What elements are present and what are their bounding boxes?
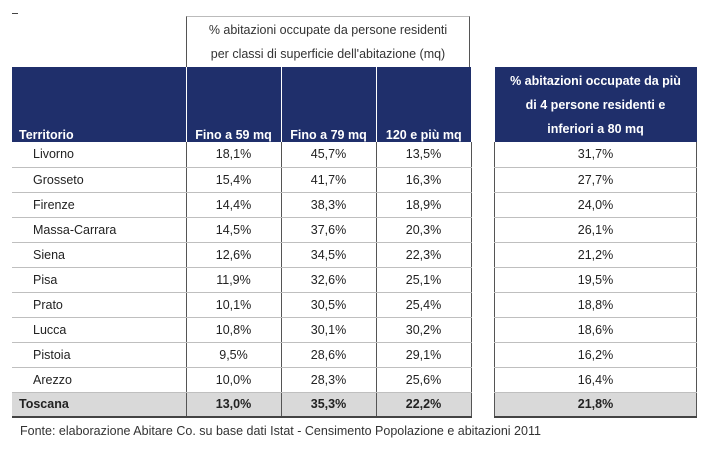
cell-fino59: 14,4% (186, 192, 282, 218)
cell-fino79: 28,3% (281, 367, 377, 393)
group-header-line2: per classi di superficie dell'abitazione… (210, 47, 446, 61)
header-row: Territorio Fino a 59 mq Fino a 79 mq 120… (12, 67, 471, 142)
cell-side: 18,8% (494, 292, 697, 318)
cell-fino79: 30,5% (281, 292, 377, 318)
cell-fino59: 18,1% (186, 142, 282, 168)
cell-fino79: 37,6% (281, 217, 377, 243)
side-table: % abitazioni occupate da più di 4 person… (494, 67, 697, 418)
cell-territorio: Prato (12, 292, 187, 318)
side-table-row: 16,2% (494, 342, 697, 368)
source-note: Fonte: elaborazione Abitare Co. su base … (20, 424, 541, 438)
cell-side: 31,7% (494, 142, 697, 168)
group-header: % abitazioni occupate da persone residen… (186, 16, 470, 67)
column-header-territorio: Territorio (12, 67, 187, 142)
cell-side: 27,7% (494, 167, 697, 193)
cell-fino79: 45,7% (281, 142, 377, 168)
total-cell-side: 21,8% (494, 391, 697, 418)
cell-territorio: Lucca (12, 317, 187, 343)
cell-territorio: Arezzo (12, 367, 187, 393)
side-table-row: 21,2% (494, 242, 697, 268)
side-table-row: 24,0% (494, 192, 697, 218)
cell-over120: 30,2% (376, 317, 472, 343)
cell-territorio: Livorno (12, 142, 187, 168)
cell-territorio: Firenze (12, 192, 187, 218)
cell-fino59: 10,8% (186, 317, 282, 343)
side-column-header: % abitazioni occupate da più di 4 person… (494, 67, 697, 142)
table-row: Prato 10,1% 30,5% 25,4% (12, 292, 472, 318)
side-header-row: % abitazioni occupate da più di 4 person… (494, 67, 697, 142)
cell-fino79: 32,6% (281, 267, 377, 293)
cell-side: 18,6% (494, 317, 697, 343)
cell-fino59: 9,5% (186, 342, 282, 368)
cell-over120: 22,3% (376, 242, 472, 268)
cell-side: 16,4% (494, 367, 697, 393)
cell-over120: 25,1% (376, 267, 472, 293)
cell-fino59: 12,6% (186, 242, 282, 268)
table-row: Arezzo 10,0% 28,3% 25,6% (12, 367, 472, 393)
corner-mark (12, 13, 18, 14)
cell-fino79: 38,3% (281, 192, 377, 218)
total-cell-territorio: Toscana (12, 391, 187, 418)
cell-over120: 20,3% (376, 217, 472, 243)
group-header-line1: % abitazioni occupate da persone residen… (208, 23, 448, 37)
cell-territorio: Pistoia (12, 342, 187, 368)
cell-fino79: 30,1% (281, 317, 377, 343)
total-row: Toscana 13,0% 35,3% 22,2% (12, 391, 472, 418)
cell-fino59: 10,1% (186, 292, 282, 318)
column-header-over120: 120 e più mq (376, 67, 471, 142)
column-header-fino59: Fino a 59 mq (186, 67, 282, 142)
cell-territorio: Pisa (12, 267, 187, 293)
table-row: Massa-Carrara 14,5% 37,6% 20,3% (12, 217, 472, 243)
cell-fino59: 14,5% (186, 217, 282, 243)
cell-over120: 25,6% (376, 367, 472, 393)
side-table-row: 26,1% (494, 217, 697, 243)
side-table-row: 16,4% (494, 367, 697, 393)
side-table-row: 18,8% (494, 292, 697, 318)
cell-territorio: Massa-Carrara (12, 217, 187, 243)
table-row: Lucca 10,8% 30,1% 30,2% (12, 317, 472, 343)
cell-side: 21,2% (494, 242, 697, 268)
cell-over120: 29,1% (376, 342, 472, 368)
cell-side: 19,5% (494, 267, 697, 293)
table-row: Grosseto 15,4% 41,7% 16,3% (12, 167, 472, 193)
table-row: Firenze 14,4% 38,3% 18,9% (12, 192, 472, 218)
table-row: Siena 12,6% 34,5% 22,3% (12, 242, 472, 268)
main-table: Territorio Fino a 59 mq Fino a 79 mq 120… (12, 67, 472, 418)
total-cell-over120: 22,2% (376, 391, 472, 418)
side-table-row: 31,7% (494, 142, 697, 168)
side-table-row: 18,6% (494, 317, 697, 343)
cell-over120: 13,5% (376, 142, 472, 168)
total-cell-fino79: 35,3% (281, 391, 377, 418)
cell-territorio: Siena (12, 242, 187, 268)
cell-over120: 18,9% (376, 192, 472, 218)
side-table-row: 19,5% (494, 267, 697, 293)
cell-over120: 25,4% (376, 292, 472, 318)
side-total-row: 21,8% (494, 391, 697, 418)
cell-side: 24,0% (494, 192, 697, 218)
cell-fino79: 28,6% (281, 342, 377, 368)
cell-fino79: 34,5% (281, 242, 377, 268)
cell-fino59: 11,9% (186, 267, 282, 293)
cell-side: 16,2% (494, 342, 697, 368)
table-row: Livorno 18,1% 45,7% 13,5% (12, 142, 472, 168)
cell-side: 26,1% (494, 217, 697, 243)
column-header-fino79: Fino a 79 mq (281, 67, 377, 142)
table-row: Pistoia 9,5% 28,6% 29,1% (12, 342, 472, 368)
cell-over120: 16,3% (376, 167, 472, 193)
cell-fino59: 10,0% (186, 367, 282, 393)
cell-fino59: 15,4% (186, 167, 282, 193)
cell-fino79: 41,7% (281, 167, 377, 193)
total-cell-fino59: 13,0% (186, 391, 282, 418)
cell-territorio: Grosseto (12, 167, 187, 193)
table-row: Pisa 11,9% 32,6% 25,1% (12, 267, 472, 293)
side-table-row: 27,7% (494, 167, 697, 193)
